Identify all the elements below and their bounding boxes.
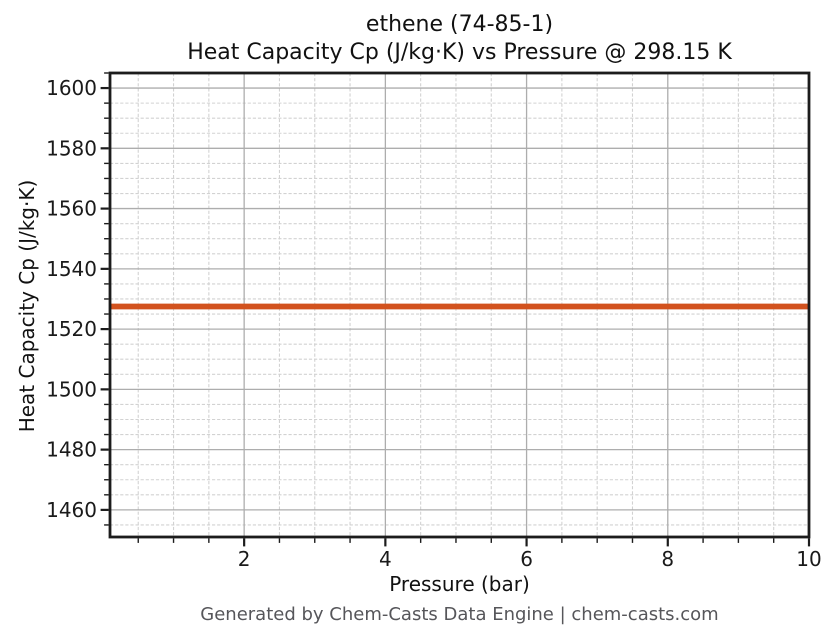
chart-title-line1: ethene (74-85-1) — [365, 12, 554, 37]
y-tick-label: 1560 — [46, 197, 97, 221]
y-tick-label: 1540 — [46, 257, 97, 281]
footer-attribution: Generated by Chem-Casts Data Engine | ch… — [200, 604, 719, 625]
x-tick-label: 4 — [379, 547, 392, 571]
axes-spines — [108, 71, 811, 539]
y-tick-label: 1500 — [46, 377, 97, 401]
x-axis-label: Pressure (bar) — [389, 572, 530, 596]
y-tick-label: 1480 — [46, 438, 97, 462]
y-tick-label: 1600 — [46, 76, 97, 100]
x-tick-label: 2 — [238, 547, 251, 571]
x-tick-label: 8 — [661, 547, 674, 571]
y-tick-label: 1580 — [46, 136, 97, 160]
chart-title-line2: Heat Capacity Cp (J/kg·K) vs Pressure @ … — [187, 40, 732, 65]
x-tick-label: 6 — [520, 547, 533, 571]
y-tick-label: 1520 — [46, 317, 97, 341]
y-tick-label: 1460 — [46, 498, 97, 522]
y-axis-label: Heat Capacity Cp (J/kg·K) — [15, 179, 39, 433]
x-tick-label: 10 — [796, 547, 821, 571]
chart-title: ethene (74-85-1) Heat Capacity Cp (J/kg·… — [110, 11, 809, 67]
